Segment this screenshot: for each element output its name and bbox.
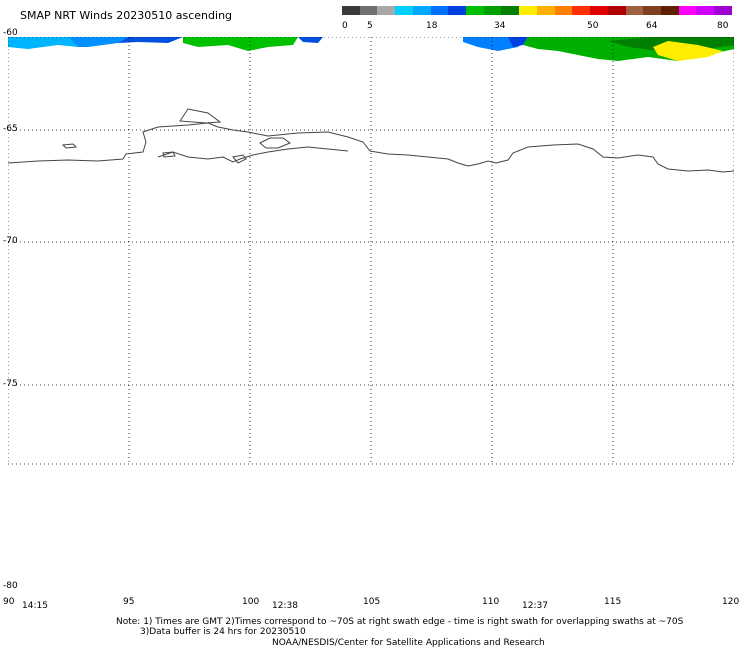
legend-color-segment [448,6,467,15]
lat-label: -60 [3,28,18,38]
lon-label: 110 [482,597,500,607]
legend-color-segment [554,6,573,15]
legend-color-segment [696,6,715,15]
note-line-1: Note: 1) Times are GMT 2)Times correspon… [116,617,684,627]
swath-time: 14:15 [22,601,48,611]
lat-label: -70 [3,236,18,246]
legend-color-segment [466,6,484,15]
legend-color-segment [625,6,644,15]
legend-color-segment [519,6,537,15]
map-title: SMAP NRT Winds 20230510 ascending [20,9,233,22]
lon-label: 105 [363,597,381,607]
antarctic-coastline [8,108,734,173]
note-line-3: NOAA/NESDIS/Center for Satellite Applica… [272,638,545,648]
legend-label: 18 [426,21,438,31]
legend-color-segment [377,6,396,15]
lon-label: 95 [123,597,135,607]
legend-color-segment [643,6,661,15]
legend-color-bar [342,6,732,15]
legend-label: 0 [342,21,348,31]
swath-time: 12:37 [522,601,548,611]
lat-label: -80 [3,581,18,591]
swath-time: 12:38 [272,601,298,611]
legend-color-segment [501,6,520,15]
legend-color-segment [590,6,608,15]
legend-color-segment [483,6,502,15]
legend-color-segment [678,6,697,15]
legend-label: 5 [367,21,373,31]
wind-swath-left [8,37,323,51]
legend-color-segment [412,6,431,15]
legend-color-segment [607,6,626,15]
lon-label: 100 [242,597,260,607]
legend-color-segment [660,6,679,15]
note-line-2: 3)Data buffer is 24 hrs for 20230510 [140,627,306,637]
wind-map [8,37,734,465]
lon-label: 115 [604,597,622,607]
legend-label: 64 [646,21,658,31]
legend-color-segment [572,6,591,15]
lat-label: -65 [3,124,18,134]
legend-color-segment [430,6,449,15]
legend-label: 80 [717,21,729,31]
legend-color-segment [714,6,732,15]
lat-lon-grid [8,37,734,465]
lon-label: 90 [3,597,15,607]
lat-label: -75 [3,379,18,389]
legend-color-segment [536,6,555,15]
legend-label: 34 [494,21,506,31]
legend-label: 50 [587,21,599,31]
wind-swath-right [463,37,734,61]
legend-color-segment [342,6,360,15]
legend-color-segment [359,6,378,15]
lon-label: 120 [722,597,740,607]
wind-speed-legend: 0 5 18 34 50 64 80 [342,6,732,36]
legend-color-segment [395,6,413,15]
